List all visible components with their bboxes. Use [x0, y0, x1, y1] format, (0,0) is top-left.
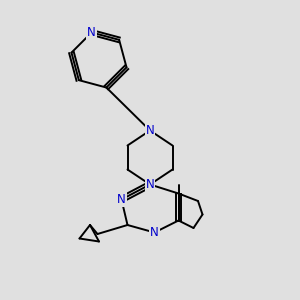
Text: N: N	[117, 193, 126, 206]
Text: N: N	[146, 178, 154, 191]
Text: N: N	[146, 124, 154, 137]
Text: N: N	[87, 26, 96, 39]
Text: N: N	[150, 226, 159, 239]
